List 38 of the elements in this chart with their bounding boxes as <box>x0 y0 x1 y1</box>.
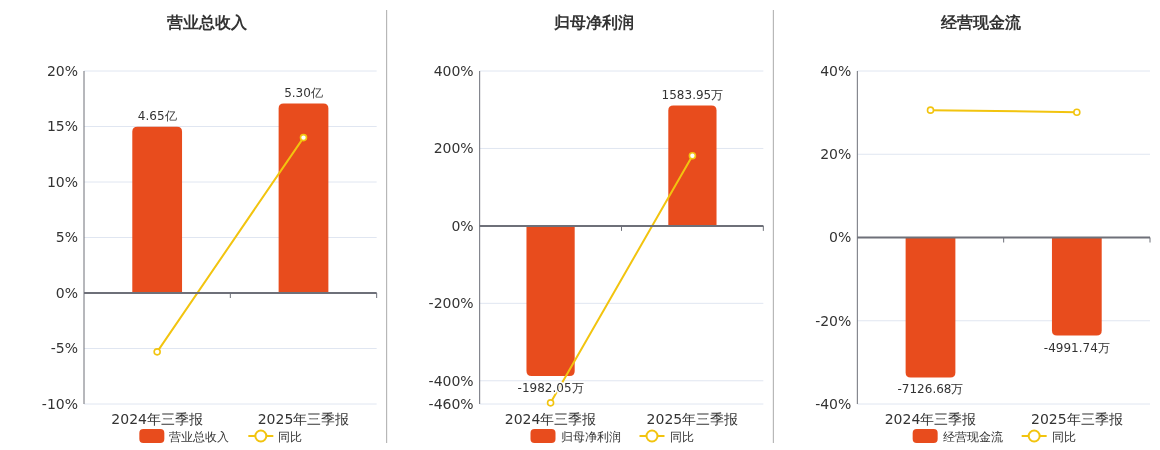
y-tick-label: -200% <box>428 295 474 312</box>
legend-label: 同比 <box>669 429 694 444</box>
y-tick-label: -20% <box>815 312 852 329</box>
y-tick-label: -400% <box>428 372 474 389</box>
y-tick-label: -40% <box>815 395 852 412</box>
y-tick-label: 10% <box>46 173 78 190</box>
data-label: -7126.68万 <box>897 382 964 397</box>
y-tick-label: 20% <box>820 146 852 163</box>
x-tick-label: 2025年三季报 <box>257 411 350 427</box>
y-tick-label: 0% <box>829 229 852 246</box>
y-tick-label: 5% <box>55 229 78 246</box>
legend-label: 同比 <box>278 429 303 444</box>
chart-title: 营业总收入 <box>166 13 249 32</box>
data-label: 4.65亿 <box>137 108 177 123</box>
data-label: 1583.95万 <box>661 87 724 102</box>
y-tick-label: 400% <box>433 62 474 79</box>
y-tick-label: -460% <box>428 395 474 412</box>
x-tick-label: 2025年三季报 <box>646 411 739 427</box>
y-tick-label: 0% <box>55 284 78 301</box>
x-tick-label: 2024年三季报 <box>504 411 597 427</box>
data-label: -4991.74万 <box>1043 340 1110 355</box>
y-tick-label: -5% <box>50 340 78 357</box>
legend-label: 经营现金流 <box>942 429 1003 444</box>
chart-title: 经营现金流 <box>939 13 1022 32</box>
x-tick-label: 2025年三季报 <box>1031 411 1123 427</box>
y-tick-label: 15% <box>46 118 78 135</box>
y-tick-label: 200% <box>433 140 474 157</box>
x-tick-label: 2024年三季报 <box>884 411 977 427</box>
legend-label: 同比 <box>1051 429 1076 444</box>
y-tick-label: 0% <box>451 217 474 234</box>
chart-title: 归母净利润 <box>553 13 634 32</box>
x-tick-label: 2024年三季报 <box>111 411 203 427</box>
legend-label: 归母净利润 <box>560 429 621 444</box>
y-tick-label: 40% <box>820 62 852 79</box>
y-tick-label: -10% <box>41 395 78 412</box>
data-label: 5.30亿 <box>284 85 323 100</box>
legend-label: 营业总收入 <box>169 429 230 444</box>
y-tick-label: 20% <box>46 62 78 79</box>
